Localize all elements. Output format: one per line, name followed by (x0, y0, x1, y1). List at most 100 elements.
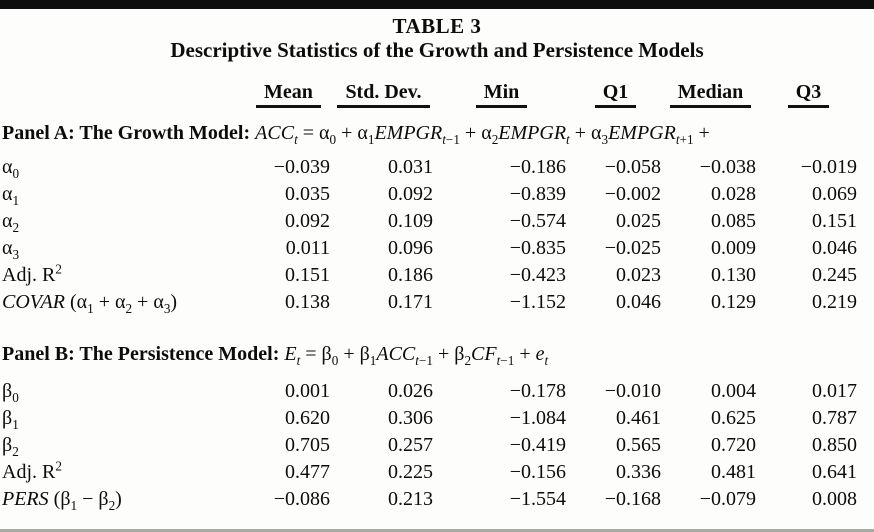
cell-value: 0.001 (285, 380, 330, 402)
panel-b-header-row: Panel B: The Persistence Model: Et = β0 +… (2, 316, 859, 378)
cell-value: 0.461 (616, 407, 661, 429)
cell-value: −1.084 (509, 407, 566, 429)
panel-b-label: Panel B: The Persistence Model: (2, 343, 280, 365)
row-label: β2 (2, 434, 19, 459)
cell-value: 0.069 (812, 183, 857, 205)
table-row: COVAR (α1 + α2 + α3) 0.138 0.171 −1.152 0.04… (2, 289, 859, 316)
column-header-median: Median (663, 62, 758, 108)
cell-value: −0.423 (509, 264, 566, 286)
panel-a-header-row: Panel A: The Growth Model: ACCt = α0 + α1… (2, 108, 859, 154)
table-row: β1 0.620 0.306 −1.084 0.461 0.625 0.787 (2, 405, 859, 432)
row-label: α0 (2, 156, 20, 181)
panel-b-header: Panel B: The Persistence Model: Et = β0 +… (2, 316, 859, 378)
cell-value: 0.257 (388, 434, 433, 456)
column-header-spacer (2, 62, 245, 108)
cell-value: −0.419 (509, 434, 566, 456)
table-row: β0 0.001 0.026 −0.178 −0.010 0.004 0.017 (2, 378, 859, 405)
cell-value: 0.085 (711, 210, 756, 232)
cell-value: 0.025 (616, 210, 661, 232)
cell-value: 0.186 (388, 264, 433, 286)
row-label: α3 (2, 237, 20, 262)
cell-value: 0.213 (388, 488, 433, 510)
cell-value: −0.835 (509, 237, 566, 259)
column-header-q1: Q1 (568, 62, 663, 108)
cell-value: 0.035 (285, 183, 330, 205)
cell-value: −0.019 (800, 156, 857, 178)
cell-value: −0.010 (604, 380, 661, 402)
cell-value: 0.481 (711, 461, 756, 483)
row-label: COVAR (α1 + α2 + α3) (2, 291, 178, 316)
cell-value: 0.023 (616, 264, 661, 286)
cell-value: −0.038 (699, 156, 756, 178)
row-label: α2 (2, 210, 20, 235)
cell-value: 0.046 (616, 291, 661, 313)
column-header-q3: Q3 (758, 62, 859, 108)
cell-value: 0.028 (711, 183, 756, 205)
panel-a-header: Panel A: The Growth Model: ACCt = α0 + α1… (2, 108, 859, 154)
row-label: Adj. R2 (2, 459, 62, 483)
cell-value: 0.130 (711, 264, 756, 286)
column-header-mean: Mean (245, 62, 332, 108)
cell-value: −0.086 (273, 488, 330, 510)
row-label: PERS (β1 − β2) (2, 488, 122, 513)
cell-value: 0.092 (388, 183, 433, 205)
cell-value: −0.079 (699, 488, 756, 510)
cell-value: 0.096 (388, 237, 433, 259)
table-row: β2 0.705 0.257 −0.419 0.565 0.720 0.850 (2, 432, 859, 459)
panel-a-label: Panel A: The Growth Model: (2, 122, 251, 144)
table-row: PERS (β1 − β2) −0.086 0.213 −1.554 −0.168 −0.… (2, 486, 859, 513)
row-label: β1 (2, 407, 19, 432)
column-header-std-dev: Std. Dev. (332, 62, 435, 108)
cell-value: 0.129 (711, 291, 756, 313)
column-header-label: Min (475, 81, 528, 108)
column-header-min: Min (435, 62, 568, 108)
cell-value: 0.031 (388, 156, 433, 178)
column-header-label: Std. Dev. (337, 81, 430, 108)
cell-value: 0.138 (285, 291, 330, 313)
cell-value: −0.039 (273, 156, 330, 178)
cell-value: 0.850 (812, 434, 857, 456)
cell-value: 0.336 (616, 461, 661, 483)
cell-value: −1.152 (509, 291, 566, 313)
table-subtitle: Descriptive Statistics of the Growth and… (170, 38, 704, 62)
cell-value: −0.058 (604, 156, 661, 178)
cell-value: −0.002 (604, 183, 661, 205)
column-header-label: Q3 (787, 81, 830, 108)
cell-value: 0.046 (812, 237, 857, 259)
row-label: Adj. R2 (2, 262, 62, 286)
cell-value: −0.178 (509, 380, 566, 402)
table-row: α2 0.092 0.109 −0.574 0.025 0.085 0.151 (2, 208, 859, 235)
cell-value: 0.620 (285, 407, 330, 429)
table-title: TABLE 3 (392, 14, 482, 38)
cell-value: 0.306 (388, 407, 433, 429)
cell-value: 0.151 (812, 210, 857, 232)
cell-value: 0.625 (711, 407, 756, 429)
cell-value: −0.574 (509, 210, 566, 232)
row-label: β0 (2, 380, 19, 405)
cell-value: 0.565 (616, 434, 661, 456)
cell-value: 0.017 (812, 380, 857, 402)
cell-value: −0.156 (509, 461, 566, 483)
panel-a-formula: ACCt = α0 + α1EMPGRt−1 + α2EMPGRt + α3EM… (255, 122, 710, 147)
cell-value: 0.092 (285, 210, 330, 232)
cell-value: −0.168 (604, 488, 661, 510)
cell-value: 0.151 (285, 264, 330, 286)
cell-value: −1.554 (509, 488, 566, 510)
bottom-rule (0, 529, 874, 532)
cell-value: −0.025 (604, 237, 661, 259)
cell-value: 0.245 (812, 264, 857, 286)
table-row: Adj. R2 0.477 0.225 −0.156 0.336 0.481 0.641 (2, 459, 859, 486)
column-header-row: Mean Std. Dev. Min Q1 Median Q3 (2, 62, 859, 108)
cell-value: 0.641 (812, 461, 857, 483)
cell-value: 0.720 (711, 434, 756, 456)
cell-value: 0.004 (711, 380, 756, 402)
cell-value: 0.008 (812, 488, 857, 510)
cell-value: 0.219 (812, 291, 857, 313)
cell-value: 0.225 (388, 461, 433, 483)
column-header-label: Median (669, 81, 752, 108)
cell-value: 0.109 (388, 210, 433, 232)
table-row: Adj. R2 0.151 0.186 −0.423 0.023 0.130 0.245 (2, 262, 859, 289)
cell-value: 0.026 (388, 380, 433, 402)
cell-value: −0.186 (509, 156, 566, 178)
panel-b-formula: Et = β0 + β1ACCt−1 + β2CFt−1 + et (284, 343, 549, 368)
